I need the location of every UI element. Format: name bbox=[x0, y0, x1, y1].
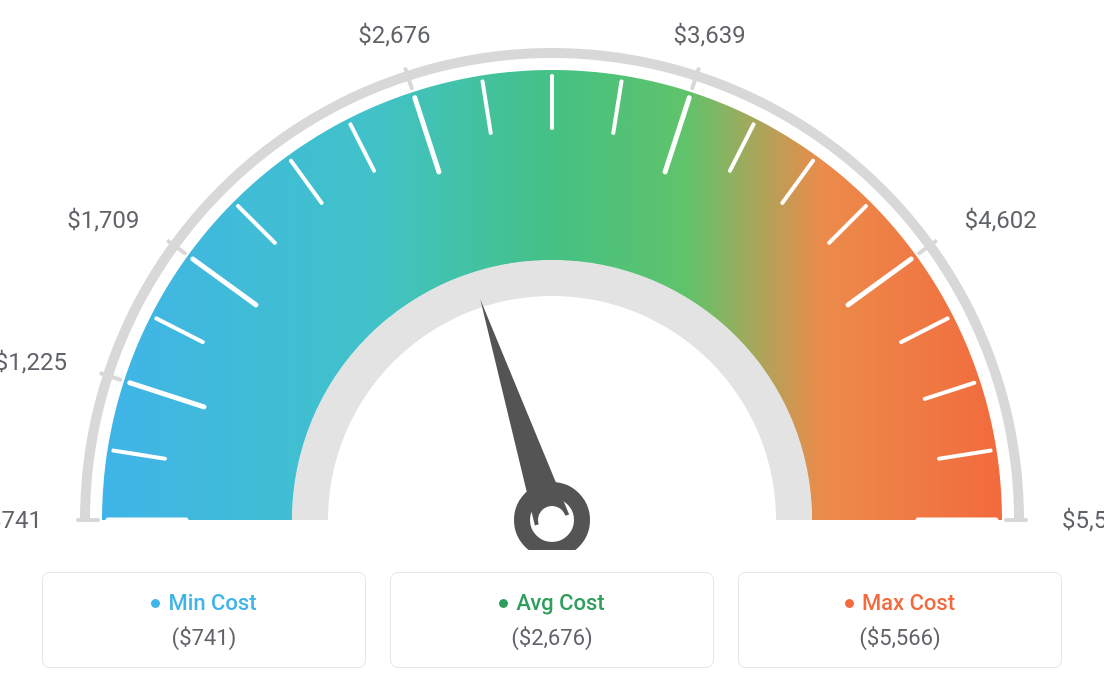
gauge-chart: $741$1,225$1,709$2,676$3,639$4,602$5,566 bbox=[42, 10, 1062, 550]
legend-card-avg: Avg Cost ($2,676) bbox=[390, 572, 714, 668]
legend-dot-avg bbox=[499, 599, 508, 608]
gauge-tick-label: $2,676 bbox=[358, 21, 430, 49]
legend-dot-max bbox=[845, 599, 854, 608]
gauge-tick-label: $3,639 bbox=[674, 21, 746, 49]
legend-label-min: Min Cost bbox=[151, 591, 256, 616]
gauge-tick-label: $5,566 bbox=[1062, 506, 1104, 534]
legend-value-avg: ($2,676) bbox=[403, 626, 701, 651]
gauge-tick-label: $1,709 bbox=[67, 206, 139, 234]
legend-label-avg: Avg Cost bbox=[499, 591, 604, 616]
gauge-tick-label: $1,225 bbox=[0, 348, 67, 376]
gauge-tick-label: $4,602 bbox=[965, 206, 1037, 234]
legend-dot-min bbox=[151, 599, 160, 608]
legend-text-min: Min Cost bbox=[168, 591, 256, 616]
legend-value-max: ($5,566) bbox=[751, 626, 1049, 651]
legend-value-min: ($741) bbox=[55, 626, 353, 651]
gauge-tick-label: $741 bbox=[0, 506, 42, 534]
legend-row: Min Cost ($741) Avg Cost ($2,676) Max Co… bbox=[42, 572, 1062, 668]
legend-card-min: Min Cost ($741) bbox=[42, 572, 366, 668]
gauge-svg bbox=[42, 10, 1062, 550]
legend-card-max: Max Cost ($5,566) bbox=[738, 572, 1062, 668]
legend-text-avg: Avg Cost bbox=[516, 591, 604, 616]
legend-text-max: Max Cost bbox=[862, 591, 955, 616]
legend-label-max: Max Cost bbox=[845, 591, 955, 616]
